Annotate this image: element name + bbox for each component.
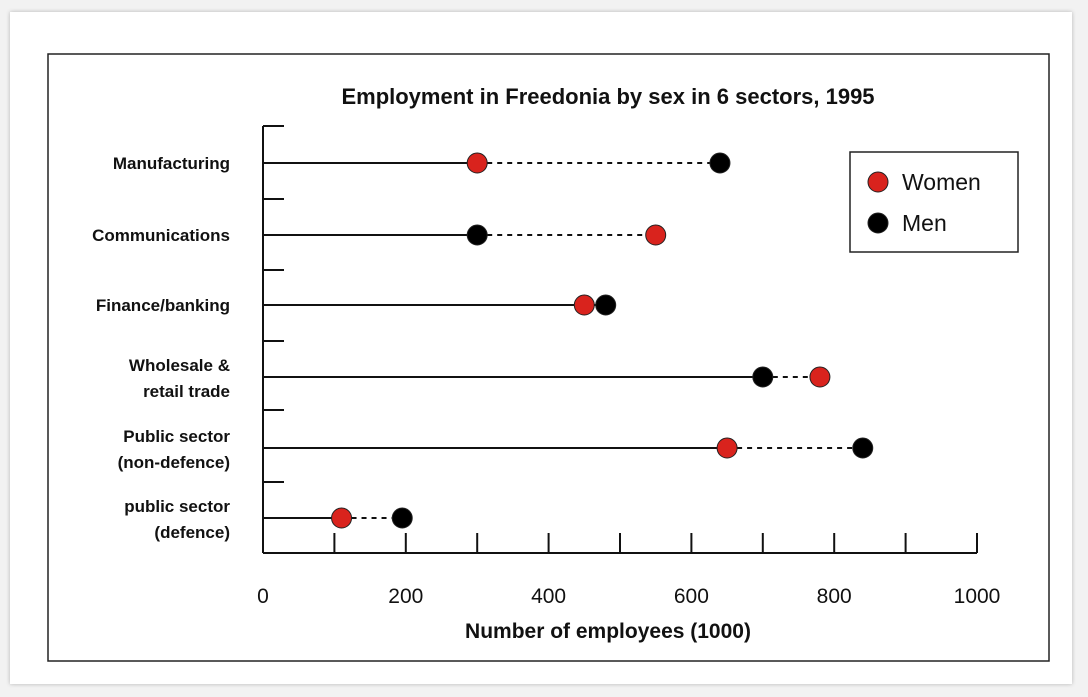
x-tick-label: 0	[257, 585, 269, 608]
men-point	[595, 294, 617, 316]
men-point	[852, 437, 874, 459]
category-label: Manufacturing	[113, 154, 230, 173]
women-point	[645, 224, 667, 246]
x-tick-label: 800	[817, 585, 852, 608]
category-label: (defence)	[154, 523, 230, 542]
legend-men-marker	[867, 212, 889, 234]
category-label: Public sector	[123, 427, 230, 446]
category-label: retail trade	[143, 382, 230, 401]
data-rows	[263, 152, 874, 529]
x-tick-label: 600	[674, 585, 709, 608]
women-point	[809, 366, 831, 388]
x-tick-label: 200	[388, 585, 423, 608]
legend-women-marker	[867, 171, 889, 193]
legend: Women Men	[849, 151, 1019, 253]
women-point	[331, 507, 353, 529]
category-label: Wholesale &	[129, 356, 230, 375]
legend-women-label: Women	[902, 169, 981, 195]
women-point	[466, 152, 488, 174]
men-point	[752, 366, 774, 388]
legend-box	[849, 151, 1019, 253]
men-point	[391, 507, 413, 529]
category-label: Communications	[92, 226, 230, 245]
chart-card: Employment in Freedonia by sex in 6 sect…	[10, 12, 1072, 684]
category-label: (non-defence)	[118, 453, 230, 472]
category-label: public sector	[124, 497, 230, 516]
axes: 0 200 400 600 800 1000 Manufacturing Communicat…	[92, 125, 1001, 608]
chart-title: Employment in Freedonia by sex in 6 sect…	[341, 84, 874, 109]
chart: Employment in Freedonia by sex in 6 sect…	[47, 53, 1050, 662]
legend-men-label: Men	[902, 210, 947, 236]
men-point	[709, 152, 731, 174]
x-axis-label: Number of employees (1000)	[465, 620, 751, 643]
x-tick-label: 400	[531, 585, 566, 608]
women-point	[716, 437, 738, 459]
men-point	[466, 224, 488, 246]
category-label: Finance/banking	[96, 296, 230, 315]
x-tick-label: 1000	[954, 585, 1001, 608]
women-point	[573, 294, 595, 316]
